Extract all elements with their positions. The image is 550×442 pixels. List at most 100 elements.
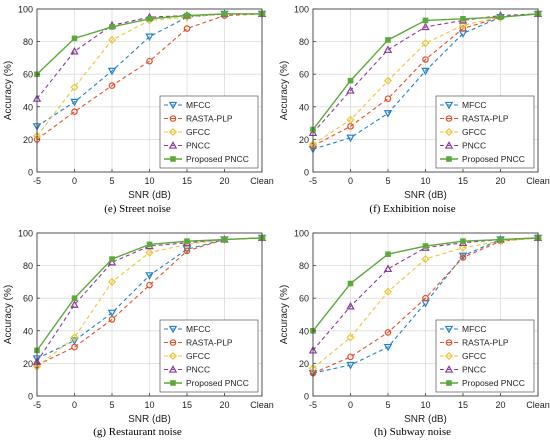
legend-label: GFCC — [186, 351, 210, 361]
series-line-pncc — [312, 237, 539, 351]
legend-marker — [445, 339, 453, 346]
legend-label: MFCC — [462, 324, 487, 334]
x-tick-label: 10 — [144, 176, 154, 186]
y-tick-label: 80 — [23, 261, 33, 271]
x-tick-label: 0 — [72, 176, 77, 186]
x-tick-label: Clean — [526, 400, 550, 410]
data-point — [383, 76, 393, 85]
x-tick-label: 10 — [420, 400, 430, 410]
legend-marker — [168, 101, 178, 110]
x-tick-label: 20 — [495, 400, 505, 410]
data-point — [70, 300, 79, 308]
legend-marker — [446, 380, 452, 386]
data-point — [460, 238, 466, 244]
data-point — [145, 33, 154, 42]
x-tick-label: 20 — [219, 176, 229, 186]
data-point — [107, 67, 117, 76]
legend-marker — [444, 365, 454, 373]
legend-label: RASTA-PLP — [462, 114, 509, 124]
data-point — [70, 83, 79, 92]
data-point — [146, 15, 153, 22]
data-point — [107, 277, 117, 286]
y-tick-label: 20 — [23, 359, 33, 369]
caption-e: (e) Street noise — [104, 203, 171, 215]
y-tick-label: 60 — [299, 294, 309, 304]
legend-marker — [444, 127, 454, 137]
y-tick-label: 60 — [23, 70, 33, 80]
y-axis-label: Accuracy (%) — [3, 61, 14, 120]
legend: MFCC RASTA-PLP GFCC PNCC Proposed PNCC — [159, 95, 259, 169]
legend: MFCC RASTA-PLP GFCC PNCC Proposed PNCC — [159, 319, 259, 393]
data-point — [346, 361, 355, 370]
legend: MFCC RASTA-PLP GFCC PNCC Proposed PNCC — [435, 95, 535, 169]
y-tick-label: 0 — [28, 392, 33, 402]
x-tick-label: 5 — [109, 400, 114, 410]
legend-label: RASTA-PLP — [462, 338, 509, 348]
legend-label: Proposed PNCC — [462, 154, 525, 164]
x-tick-label: -5 — [309, 400, 317, 410]
legend-label: MFCC — [186, 100, 211, 110]
y-axis-label: Accuracy (%) — [3, 285, 14, 344]
x-axis-label: SNR (dB) — [128, 414, 171, 425]
data-point — [146, 281, 153, 289]
data-point — [346, 333, 355, 342]
data-point — [422, 243, 429, 249]
data-point — [146, 241, 153, 248]
data-point — [221, 236, 228, 243]
data-point — [422, 294, 429, 302]
x-axis-label: SNR (dB) — [128, 190, 171, 201]
legend-label: GFCC — [186, 127, 210, 137]
data-point — [421, 22, 430, 31]
caption-g: (g) Restaurant noise — [93, 426, 182, 438]
y-tick-label: 20 — [23, 135, 33, 145]
data-point — [421, 255, 430, 264]
x-tick-label: -5 — [33, 400, 41, 410]
y-tick-label: 60 — [23, 294, 33, 304]
y-axis-label: Accuracy (%) — [279, 61, 290, 120]
x-tick-label: 10 — [420, 176, 430, 186]
legend-label: RASTA-PLP — [186, 114, 233, 124]
data-point — [145, 248, 154, 257]
x-tick-label: 15 — [458, 400, 468, 410]
legend-marker — [170, 156, 176, 162]
y-tick-label: 100 — [18, 229, 33, 239]
y-tick-label: 0 — [304, 392, 309, 402]
y-tick-label: 20 — [299, 135, 309, 145]
x-tick-label: 0 — [348, 176, 353, 186]
data-point — [146, 57, 153, 65]
y-tick-label: 40 — [299, 102, 309, 112]
data-point — [346, 134, 355, 143]
data-point — [421, 67, 430, 76]
x-tick-label: 0 — [72, 400, 77, 410]
data-point — [422, 56, 429, 63]
data-point — [71, 35, 78, 42]
legend-label: MFCC — [186, 324, 211, 334]
data-point — [384, 329, 392, 336]
data-point — [385, 37, 391, 43]
x-tick-label: 15 — [182, 400, 192, 410]
data-point — [459, 254, 467, 261]
legend-label: PNCC — [462, 365, 486, 375]
legend-label: PNCC — [186, 141, 210, 151]
legend-marker — [444, 141, 454, 149]
data-point — [184, 238, 190, 244]
x-tick-label: Clean — [250, 176, 274, 186]
data-point — [108, 316, 116, 323]
y-tick-label: 40 — [23, 102, 33, 112]
data-point — [183, 25, 191, 32]
x-tick-label: 15 — [458, 176, 468, 186]
legend-marker — [444, 325, 454, 334]
data-point — [383, 45, 393, 53]
y-tick-label: 20 — [299, 359, 309, 369]
legend-marker — [446, 156, 452, 162]
data-point — [346, 115, 355, 124]
data-point — [109, 256, 115, 262]
x-axis-label: SNR (dB) — [404, 414, 447, 425]
legend-label: Proposed PNCC — [462, 378, 525, 388]
data-point — [459, 25, 467, 32]
x-tick-label: 0 — [348, 400, 353, 410]
series-line-rasta-plp — [312, 13, 539, 147]
x-tick-label: -5 — [309, 176, 317, 186]
data-point — [346, 301, 355, 310]
